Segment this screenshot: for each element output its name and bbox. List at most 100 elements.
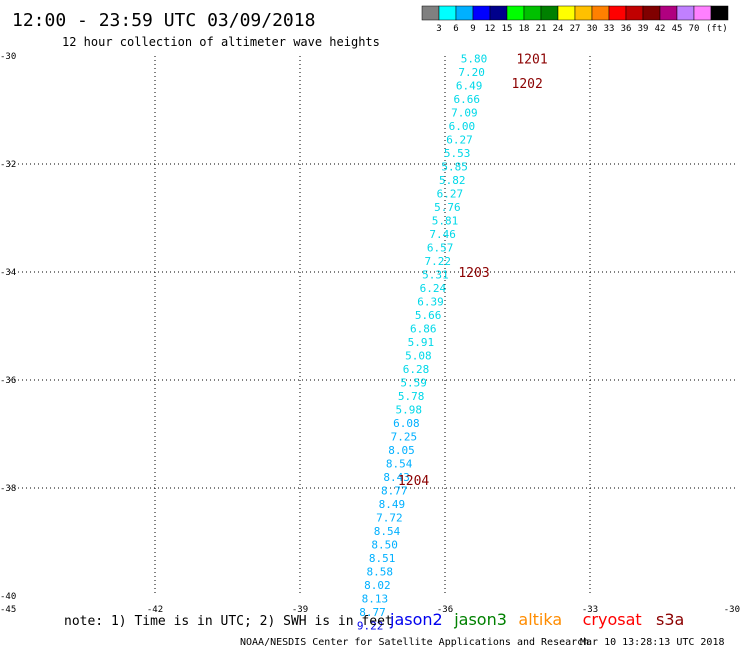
- wave-height-point: 9.22: [357, 620, 384, 633]
- wave-height-point: 6.24: [420, 282, 447, 295]
- x-tick-label: -45: [0, 605, 16, 615]
- wave-height-point: 8.05: [388, 444, 415, 457]
- scale-swatch: [574, 5, 593, 21]
- wave-height-point: 5.91: [408, 336, 435, 349]
- time-label: 1203: [458, 266, 489, 281]
- wave-height-point: 7.20: [458, 66, 485, 79]
- x-tick-label: -33: [582, 605, 598, 615]
- wave-height-point: 8.54: [386, 458, 413, 471]
- time-label: 1204: [398, 474, 429, 489]
- x-tick-label: -42: [147, 605, 163, 615]
- scale-swatch: [455, 5, 474, 21]
- x-tick-label: -36: [437, 605, 453, 615]
- y-tick-label: -30: [0, 52, 16, 62]
- wave-height-point: 5.59: [400, 377, 427, 390]
- scale-swatch: [693, 5, 712, 21]
- wave-height-point: 8.50: [371, 539, 398, 552]
- y-tick-label: -40: [0, 592, 16, 602]
- scale-swatch: [659, 5, 678, 21]
- wave-height-point: 6.08: [393, 417, 420, 430]
- wave-height-point: 5.53: [444, 147, 471, 160]
- scale-tick-label: 9: [470, 24, 475, 34]
- x-tick-label: -39: [292, 605, 308, 615]
- scale-tick-label: 6: [453, 24, 458, 34]
- satellite-name: jason3: [453, 610, 507, 629]
- data-points: 5.807.206.496.667.096.006.275.535.855.82…: [357, 53, 487, 633]
- y-tick-label: -38: [0, 484, 16, 494]
- scale-swatch: [608, 5, 627, 21]
- scale-tick-label: 33: [604, 24, 615, 34]
- scale-tick-label: 24: [553, 24, 564, 34]
- wave-height-point: 5.78: [398, 390, 425, 403]
- wave-height-point: 6.57: [427, 242, 454, 255]
- satellite-legend: jason2 jason3 altika cryosat s3a: [389, 610, 684, 629]
- wave-height-point: 6.66: [454, 93, 481, 106]
- wave-height-point: 6.27: [446, 134, 473, 147]
- wave-height-point: 7.25: [391, 431, 418, 444]
- wave-height-point: 5.98: [396, 404, 423, 417]
- scale-tick-label: 15: [502, 24, 513, 34]
- time-label: 1201: [516, 53, 547, 68]
- satellite-name: jason2: [389, 610, 443, 629]
- chart-subtitle: 12 hour collection of altimeter wave hei…: [62, 35, 380, 49]
- scale-swatch: [625, 5, 644, 21]
- scale-unit: (ft): [706, 24, 728, 34]
- scale-tick-label: 42: [655, 24, 666, 34]
- y-tick-label: -36: [0, 376, 16, 386]
- scale-swatch: [506, 5, 525, 21]
- scale-tick-label: 27: [570, 24, 581, 34]
- wave-height-point: 7.72: [376, 512, 403, 525]
- x-tick-label: -30: [724, 605, 740, 615]
- scale-swatch: [472, 5, 491, 21]
- wave-height-point: 6.28: [403, 363, 430, 376]
- scale-swatch: [710, 5, 729, 21]
- footer-note: note: 1) Time is in UTC; 2) SWH is in fe…: [64, 614, 393, 629]
- wave-height-point: 8.77: [359, 606, 386, 619]
- satellite-name: cryosat: [583, 610, 642, 629]
- scale-tick-label: 21: [536, 24, 547, 34]
- scale-swatch: [540, 5, 559, 21]
- wave-height-point: 8.51: [369, 552, 396, 565]
- satellite-name: s3a: [656, 610, 684, 629]
- scale-tick-label: 36: [621, 24, 632, 34]
- wave-height-point: 6.49: [456, 80, 483, 93]
- wave-height-point: 7.09: [451, 107, 478, 120]
- wave-height-point: 6.00: [449, 120, 476, 133]
- color-scale-legend: 3 6 9 12 15 18 21 24 27 30 33 36 39 42 45 70: [421, 5, 729, 34]
- wave-height-point: 8.54: [374, 525, 401, 538]
- grid: [10, 56, 735, 596]
- scale-swatch: [642, 5, 661, 21]
- wave-height-point: 5.85: [441, 161, 468, 174]
- scale-swatch: [421, 5, 440, 21]
- wave-height-point: 8.58: [367, 566, 394, 579]
- wave-height-point: 7.22: [425, 255, 452, 268]
- wave-height-point: 8.77: [381, 485, 408, 498]
- scale-tick-label: 70: [689, 24, 700, 34]
- time-labels: 1201 1202 1203 1204: [398, 53, 548, 489]
- wave-height-point: 5.31: [422, 269, 449, 282]
- scale-swatch: [489, 5, 508, 21]
- wave-height-point: 6.39: [417, 296, 444, 309]
- axes: -45 -42 -39 -36 -33 -30 -30 -32 -34 -36 -38 -40: [0, 52, 740, 615]
- wave-height-point: 5.66: [415, 309, 442, 322]
- scale-swatch: [523, 5, 542, 21]
- scale-swatch: [557, 5, 576, 21]
- wave-height-point: 8.02: [364, 579, 391, 592]
- wave-height-point: 5.80: [461, 53, 488, 66]
- wave-height-point: 5.08: [405, 350, 432, 363]
- scale-swatch: [591, 5, 610, 21]
- scale-tick-label: 30: [587, 24, 598, 34]
- scale-tick-label: 3: [436, 24, 441, 34]
- wave-height-point: 6.86: [410, 323, 437, 336]
- wave-height-point: 5.76: [434, 201, 461, 214]
- wave-height-point: 8.13: [362, 593, 389, 606]
- scale-swatch: [438, 5, 457, 21]
- scale-tick-label: 18: [519, 24, 530, 34]
- wave-height-point: 6.27: [437, 188, 464, 201]
- wave-height-point: 5.81: [432, 215, 459, 228]
- footer-credit: NOAA/NESDIS Center for Satellite Applica…: [240, 637, 589, 648]
- time-label: 1202: [512, 77, 543, 92]
- chart-title: 12:00 - 23:59 UTC 03/09/2018: [12, 10, 315, 31]
- wave-height-point: 8.43: [383, 471, 410, 484]
